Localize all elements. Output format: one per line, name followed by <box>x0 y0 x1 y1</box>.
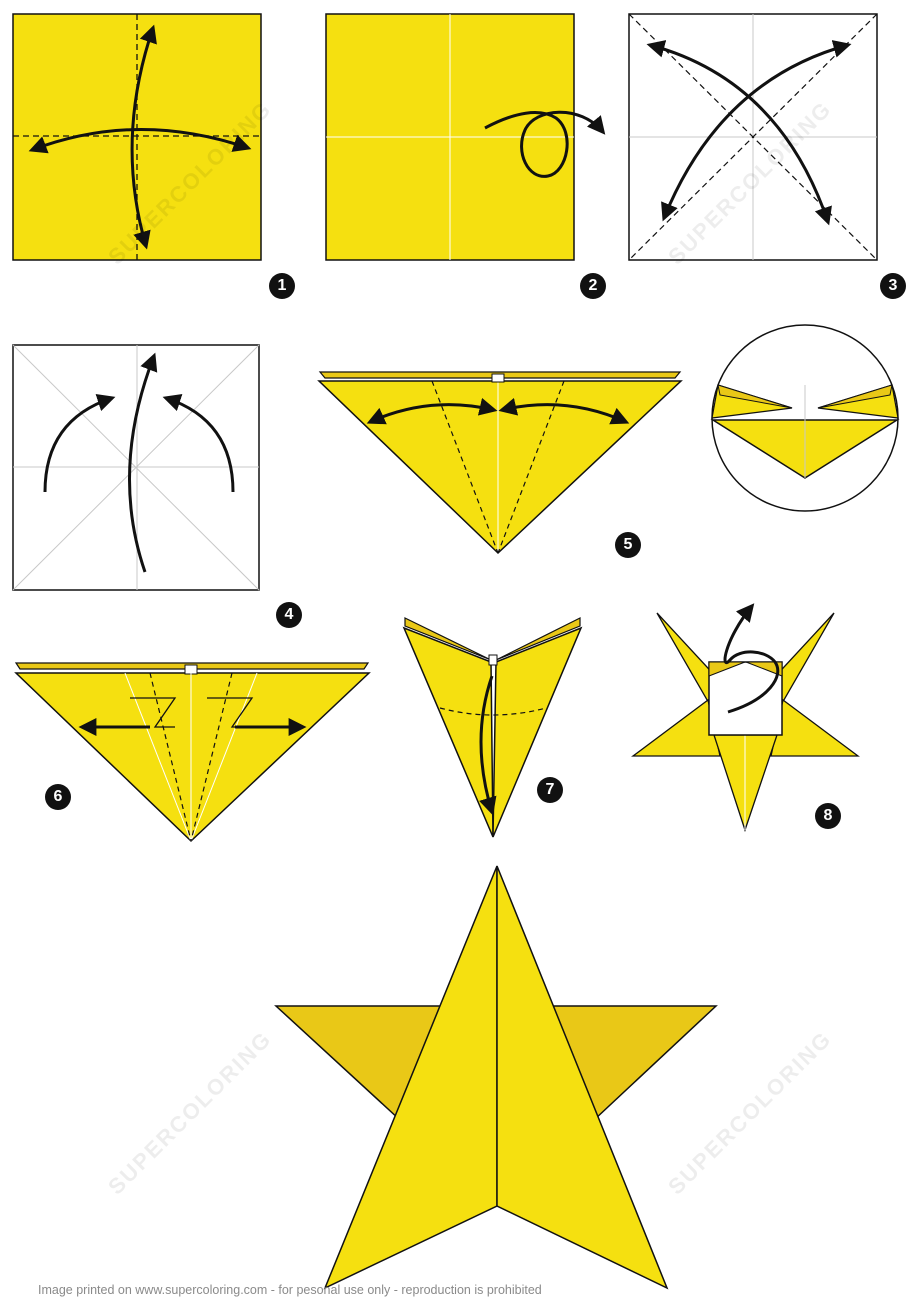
step-8-open-arrow <box>723 603 780 714</box>
step-4-illustration <box>12 344 260 591</box>
step-2-turn-over-arrow <box>484 110 606 178</box>
step-1-vertical-arrow <box>130 24 157 250</box>
step-4-center-arrow <box>127 352 158 573</box>
step-4-right-arrow <box>162 393 235 493</box>
final-star <box>274 865 718 1290</box>
step-7-left-wing <box>402 626 494 838</box>
step-2-illustration <box>325 13 606 261</box>
step-7-fold-arrow <box>479 675 497 816</box>
step-5-triangle <box>317 380 683 555</box>
step-badge-4: 4 <box>276 602 302 628</box>
step-badge-7: 7 <box>537 777 563 803</box>
step-badge-5: 5 <box>615 532 641 558</box>
step-badge-3: 3 <box>880 273 906 299</box>
step-5-illustration <box>317 371 683 555</box>
step-badge-1: 1 <box>269 273 295 299</box>
step-1-illustration <box>12 13 262 261</box>
step-5-left-arrow <box>366 397 498 425</box>
step-6-triangle <box>14 672 371 843</box>
step-badge-6: 6 <box>45 784 71 810</box>
step-8-center-square <box>708 661 783 736</box>
final-star-left-face <box>323 865 498 1290</box>
step-6-illustration <box>14 662 371 843</box>
step-4-left-arrow <box>43 393 116 493</box>
step-7-illustration <box>402 617 583 838</box>
step-5-detail-circle <box>710 324 900 512</box>
step-3-arrow-2 <box>661 40 852 222</box>
step-8-illustration <box>631 603 860 833</box>
step-5-right-arrow <box>498 397 630 425</box>
step-7-right-wing <box>492 626 583 838</box>
step-3-illustration <box>628 13 878 261</box>
step-badge-8: 8 <box>815 803 841 829</box>
footer-copyright: Image printed on www.supercoloring.com -… <box>38 1283 542 1297</box>
final-star-right-face <box>496 865 669 1290</box>
step-badge-2: 2 <box>580 273 606 299</box>
